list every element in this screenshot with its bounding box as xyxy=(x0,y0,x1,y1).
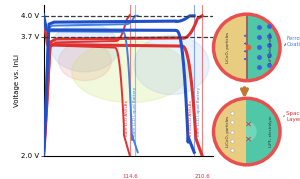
Wedge shape xyxy=(247,14,280,81)
Text: Bare LCO ASSLBs: Bare LCO ASSLBs xyxy=(125,100,129,136)
Wedge shape xyxy=(247,98,280,165)
Text: 114.6
mAh g⁻¹: 114.6 mAh g⁻¹ xyxy=(118,174,141,179)
Y-axis label: Voltage vs. InLi: Voltage vs. InLi xyxy=(14,54,20,107)
Ellipse shape xyxy=(58,42,111,81)
Text: Ferroelectric
Coatings: Ferroelectric Coatings xyxy=(286,36,300,47)
Text: LiCoO₂ particles: LiCoO₂ particles xyxy=(226,32,230,63)
Wedge shape xyxy=(214,14,247,81)
Text: LiCoO₂ particles: LiCoO₂ particles xyxy=(226,116,230,147)
Wedge shape xyxy=(247,122,256,141)
Text: LiPF₆ electrolyte: LiPF₆ electrolyte xyxy=(269,32,273,63)
Text: Space Charge
Layer: Space Charge Layer xyxy=(286,111,300,122)
Text: Bare LCD Liquid Battery: Bare LCD Liquid Battery xyxy=(197,87,201,136)
Text: ✕: ✕ xyxy=(245,120,252,129)
Text: ✕: ✕ xyxy=(245,134,252,143)
Ellipse shape xyxy=(51,23,119,72)
Text: 210.6
mAh g⁻¹: 210.6 mAh g⁻¹ xyxy=(191,174,214,179)
Text: 20‰LCO ASSLBs: 20‰LCO ASSLBs xyxy=(189,100,193,136)
Text: Bare LCD Liquid Battery: Bare LCD Liquid Battery xyxy=(134,87,137,136)
Ellipse shape xyxy=(72,41,188,103)
Text: LiPF₆ electrolyte: LiPF₆ electrolyte xyxy=(269,116,273,147)
Ellipse shape xyxy=(134,35,209,95)
Wedge shape xyxy=(214,98,247,165)
